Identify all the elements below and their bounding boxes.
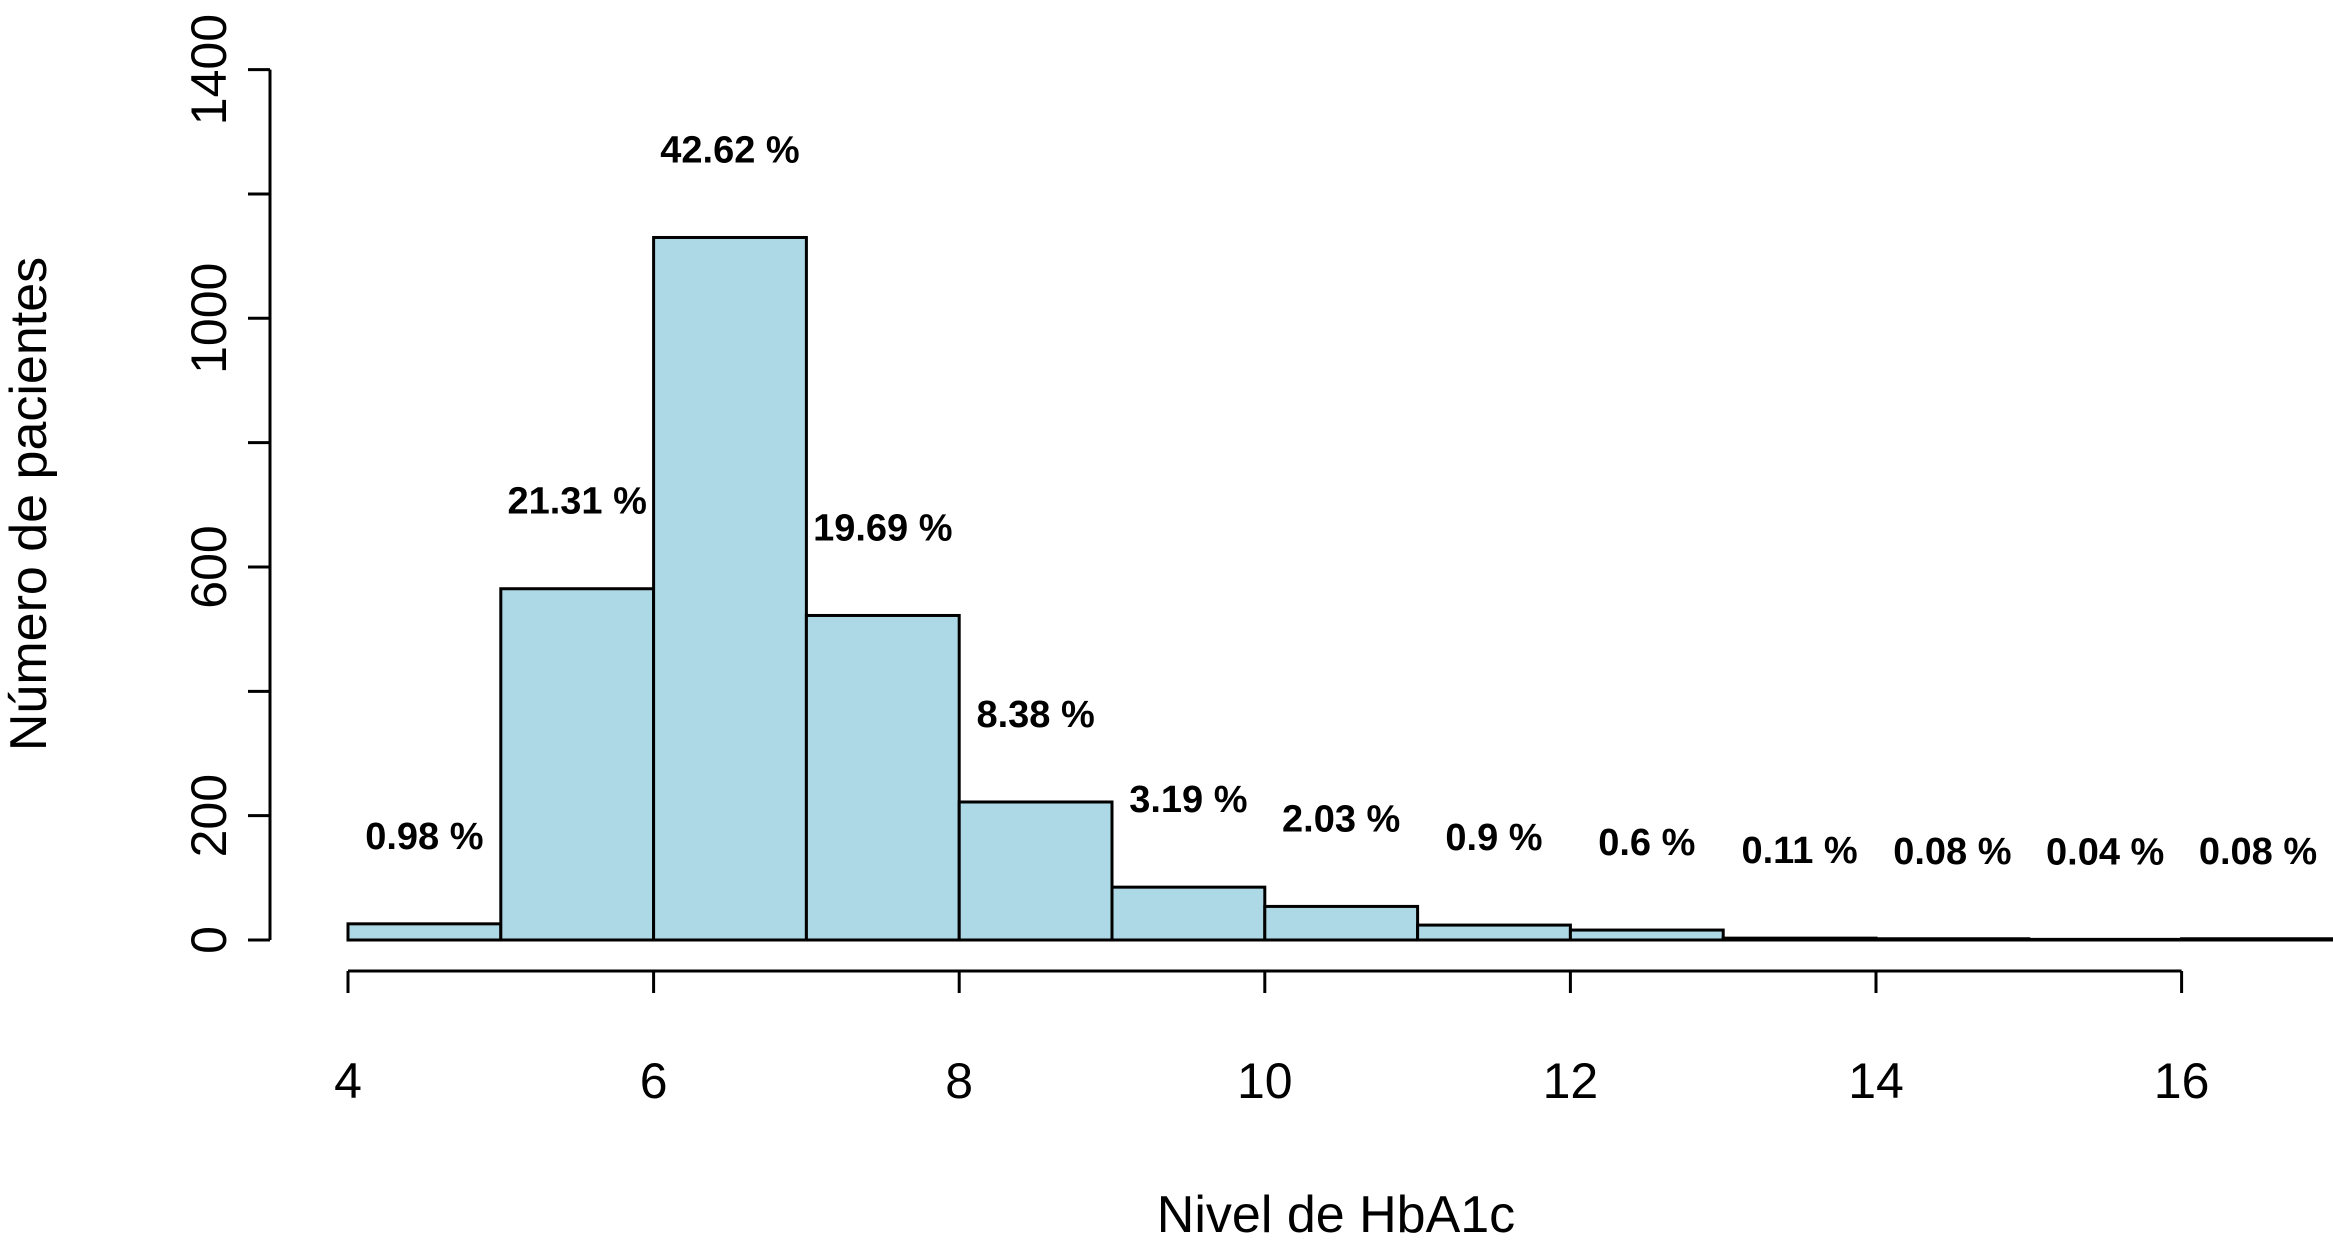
bar-percent-label: 3.19 % <box>1129 779 1247 821</box>
bar-percent-label: 0.04 % <box>2046 831 2164 873</box>
y-tick-label: 200 <box>181 774 237 857</box>
histogram-bar <box>652 235 808 942</box>
bar-percent-label: 19.69 % <box>813 507 952 549</box>
x-tick-label: 6 <box>640 1053 668 1109</box>
histogram-bar <box>1263 904 1420 942</box>
histogram-bar <box>2027 937 2184 942</box>
histogram-bar <box>804 613 961 942</box>
y-axis-title: Número de pacientes <box>0 257 58 751</box>
histogram-bar <box>1874 937 2031 942</box>
histogram-bar <box>2180 937 2333 942</box>
bar-percent-label: 0.08 % <box>1893 831 2011 873</box>
bar-percent-label: 0.98 % <box>365 816 483 858</box>
y-tick-label: 0 <box>181 926 237 954</box>
x-tick-label: 12 <box>1543 1053 1599 1109</box>
bar-percent-label: 0.08 % <box>2199 831 2317 873</box>
bar-percent-label: 2.03 % <box>1282 798 1400 840</box>
x-tick-label: 8 <box>945 1053 973 1109</box>
x-tick-label: 10 <box>1237 1053 1293 1109</box>
bar-percent-label: 0.9 % <box>1445 817 1542 859</box>
y-tick-label: 1400 <box>181 14 237 125</box>
y-tick-label: 600 <box>181 525 237 608</box>
y-tick-label: 1000 <box>181 263 237 374</box>
histogram-bar <box>499 587 656 942</box>
bars <box>346 235 2333 942</box>
bar-percent-label: 21.31 % <box>507 481 646 523</box>
histogram-bar <box>1568 928 1725 942</box>
bar-percent-label: 42.62 % <box>660 129 799 171</box>
histogram-bar <box>1110 885 1267 942</box>
bar-percent-label: 0.6 % <box>1598 822 1695 864</box>
histogram-bar <box>346 922 503 942</box>
bar-percent-label: 8.38 % <box>976 694 1094 736</box>
bar-percent-label: 0.11 % <box>1741 830 1857 872</box>
x-tick-label: 4 <box>334 1053 362 1109</box>
x-axis-title: Nivel de HbA1c <box>1157 1186 1515 1242</box>
x-tick-label: 14 <box>1848 1053 1904 1109</box>
histogram-bar <box>957 800 1114 942</box>
x-axis: 4 6 8 10 12 14 16 <box>334 969 2210 1109</box>
bar-labels: 0.98 % 21.31 % 42.62 % 19.69 % 8.38 % 3.19 % 2… <box>365 129 2317 873</box>
histogram-bar <box>1721 936 1878 942</box>
y-axis: 0 200 600 1000 1400 <box>181 14 272 954</box>
x-tick-label: 16 <box>2154 1053 2210 1109</box>
histogram-bar <box>1416 923 1572 942</box>
